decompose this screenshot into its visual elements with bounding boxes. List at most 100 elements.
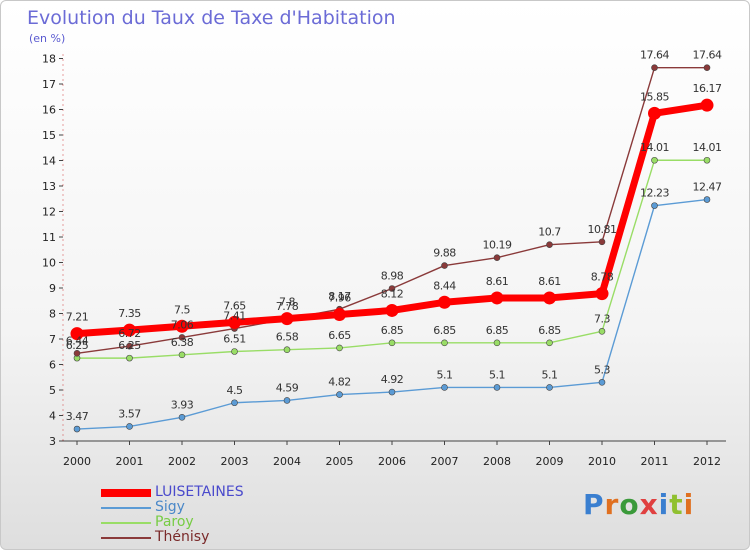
data-label-luisetaines: 7.65: [223, 299, 246, 312]
data-label-paroy: 14.01: [693, 141, 722, 154]
data-label-th-nisy: 10.19: [483, 239, 512, 252]
y-tick-label: 4: [49, 410, 56, 423]
data-label-sigy: 3.47: [66, 410, 89, 423]
x-tick-label: 2002: [168, 455, 196, 468]
data-label-luisetaines: 7.96: [328, 292, 351, 305]
data-label-luisetaines: 8.12: [381, 287, 404, 300]
data-label-th-nisy: 7.41: [223, 310, 246, 323]
data-label-paroy: 6.25: [118, 339, 141, 352]
data-label-sigy: 5.1: [437, 368, 453, 381]
data-label-th-nisy: 7.06: [171, 318, 194, 331]
y-tick-label: 8: [49, 308, 56, 321]
legend-swatch: [101, 489, 151, 497]
y-tick-label: 17: [42, 78, 56, 91]
data-point-sigy: [73, 425, 81, 433]
data-point-luisetaines: [385, 303, 399, 317]
logo-letter: x: [639, 488, 659, 521]
data-label-th-nisy: 8.98: [381, 270, 404, 283]
legend-swatch: [101, 537, 151, 539]
legend-label: LUISETAINES: [155, 484, 244, 500]
data-label-th-nisy: 6.72: [118, 327, 141, 340]
legend-label: Sigy: [155, 499, 185, 515]
data-point-luisetaines: [333, 308, 346, 322]
data-label-luisetaines: 8.61: [486, 275, 509, 288]
y-tick-label: 11: [42, 231, 56, 244]
data-label-th-nisy: 17.64: [640, 49, 669, 62]
data-label-paroy: 6.85: [538, 324, 561, 337]
logo-letter: P: [583, 488, 605, 521]
data-point-th-nisy: [546, 241, 553, 248]
data-point-sigy: [231, 399, 238, 407]
data-label-paroy: 6.38: [171, 336, 194, 349]
x-tick-label: 2010: [588, 455, 616, 468]
data-point-luisetaines: [70, 327, 84, 341]
logo-letter: i: [683, 488, 695, 521]
data-label-paroy: 6.85: [486, 324, 509, 337]
data-label-paroy: 7.3: [594, 312, 610, 325]
data-point-luisetaines: [438, 295, 451, 309]
data-label-luisetaines: 8.44: [433, 279, 456, 292]
data-point-luisetaines: [228, 315, 241, 329]
logo-letter: o: [619, 488, 640, 521]
y-tick-label: 3: [49, 435, 56, 448]
data-point-sigy: [703, 196, 711, 203]
data-label-th-nisy: 17.64: [693, 49, 722, 62]
data-point-paroy: [178, 351, 186, 359]
x-tick-label: 2005: [326, 455, 354, 468]
x-tick-label: 2008: [483, 455, 511, 468]
data-point-th-nisy: [493, 254, 501, 261]
data-point-sigy: [336, 391, 343, 398]
data-label-sigy: 12.47: [693, 181, 722, 194]
x-tick-label: 2009: [536, 455, 564, 468]
data-point-paroy: [441, 339, 448, 347]
x-tick-label: 2000: [63, 455, 91, 468]
x-tick-label: 2006: [378, 455, 406, 468]
data-point-luisetaines: [648, 106, 661, 120]
y-tick-label: 5: [49, 384, 56, 397]
y-tick-label: 16: [42, 104, 56, 117]
data-label-luisetaines: 8.78: [591, 271, 614, 284]
x-tick-label: 2007: [431, 455, 459, 468]
data-point-paroy: [336, 344, 343, 352]
proxiti-logo: Proxiti: [583, 488, 694, 521]
data-label-paroy: 6.85: [433, 324, 456, 337]
data-label-luisetaines: 7.35: [118, 307, 141, 320]
data-point-paroy: [598, 328, 606, 335]
data-label-sigy: 5.1: [542, 368, 558, 381]
legend-label: Paroy: [155, 514, 194, 530]
data-point-th-nisy: [441, 262, 448, 269]
y-tick-label: 14: [42, 155, 56, 168]
data-point-sigy: [651, 202, 658, 209]
data-label-th-nisy: 6.44: [66, 334, 89, 347]
y-tick-label: 7: [49, 333, 56, 346]
chart-title: Evolution du Taux de Taxe d'Habitation: [27, 7, 396, 29]
data-point-th-nisy: [73, 349, 81, 357]
data-point-luisetaines: [490, 291, 504, 305]
data-point-paroy: [388, 339, 396, 347]
chart-subtitle: (en %): [29, 32, 66, 45]
data-point-paroy: [231, 348, 238, 355]
data-label-paroy: 6.85: [381, 324, 404, 337]
logo-letter: r: [604, 488, 620, 521]
data-label-luisetaines: 7.8: [279, 296, 295, 309]
data-point-sigy: [493, 384, 501, 391]
data-label-luisetaines: 7.5: [174, 303, 190, 316]
data-point-paroy: [493, 339, 501, 347]
data-point-paroy: [126, 354, 133, 362]
data-label-paroy: 6.25: [66, 339, 89, 352]
data-point-sigy: [178, 413, 186, 421]
data-point-th-nisy: [178, 334, 186, 341]
data-point-th-nisy: [126, 342, 133, 350]
data-label-sigy: 4.92: [381, 373, 404, 386]
y-tick-label: 13: [42, 180, 56, 193]
y-tick-label: 15: [42, 129, 56, 142]
data-point-paroy: [283, 346, 291, 354]
legend-label: Thénisy: [155, 529, 210, 545]
y-tick-label: 18: [42, 53, 56, 66]
data-point-th-nisy: [388, 285, 396, 292]
data-label-paroy: 6.65: [328, 329, 351, 342]
legend-swatch: [101, 507, 151, 509]
data-label-luisetaines: 15.85: [640, 90, 669, 103]
data-point-luisetaines: [543, 291, 556, 305]
